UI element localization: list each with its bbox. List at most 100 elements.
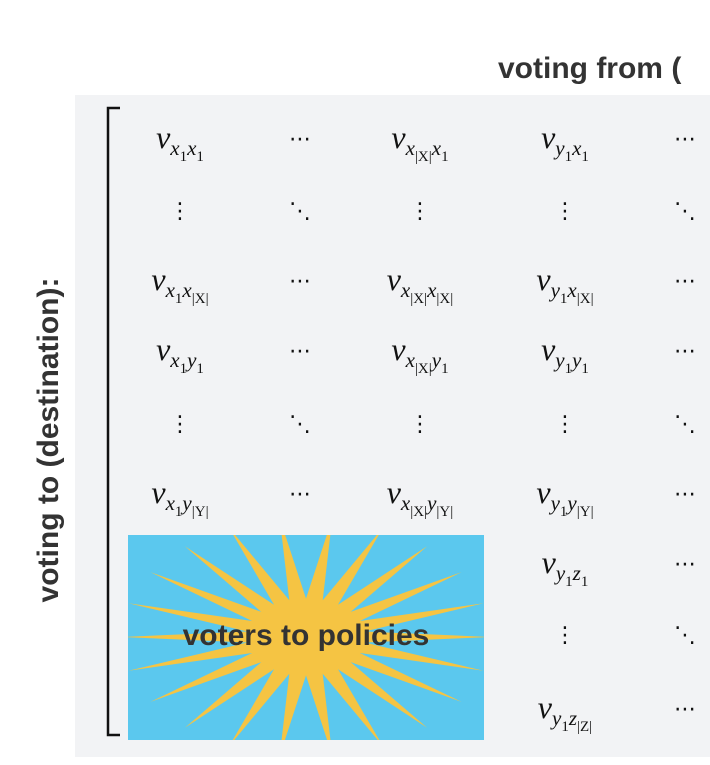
entry-sub-var: x [571, 136, 582, 160]
entry-sub-var: x [400, 278, 411, 302]
entry-sub-index: |X| [410, 504, 427, 520]
entry-sub-var: y [570, 348, 582, 372]
entry-base: v [387, 474, 402, 510]
entry-sub-index: 1 [565, 361, 573, 377]
entry-base: v [536, 261, 551, 297]
matrix-bracket [106, 106, 120, 737]
entry-base: v [542, 544, 557, 580]
entry-sub-index: 1 [180, 149, 188, 165]
entry-base: v [541, 119, 556, 155]
entry-sub-var: y [180, 491, 192, 515]
matrix-entry: vx1y|Y| [151, 474, 208, 520]
entry-sub-var: y [185, 348, 197, 372]
entry-sub-index: 1 [441, 149, 449, 165]
ellipsis: ⋮ [554, 623, 576, 648]
entry-sub-index: 1 [581, 574, 589, 590]
entry-base: v [541, 331, 556, 367]
ellipsis: ⋯ [674, 127, 696, 152]
entry-base: v [156, 331, 171, 367]
entry-sub-index: 1 [560, 291, 568, 307]
entry-sub-index: |Y| [577, 504, 594, 520]
entry-sub-var: x [181, 278, 192, 302]
matrix-entry: vy1z|Z| [538, 689, 592, 735]
entry-sub-index: |Y| [436, 504, 453, 520]
ellipsis: ⋯ [289, 127, 311, 152]
entry-sub-index: |X| [415, 149, 432, 165]
entry-sub-index: 1 [180, 361, 188, 377]
matrix-entry: vx|X|y1 [391, 331, 448, 377]
ellipsis: ⋮ [169, 199, 191, 224]
entry-sub-index: 1 [561, 719, 569, 735]
entry-sub-var: x [165, 278, 176, 302]
entry-sub-index: 1 [581, 361, 589, 377]
matrix-entry: vy1x1 [541, 119, 589, 165]
entry-base: v [536, 474, 551, 510]
entry-sub-index: 1 [565, 149, 573, 165]
entry-sub-var: x [405, 348, 416, 372]
entry-sub-var: y [553, 136, 565, 160]
ellipsis: ⋱ [289, 412, 311, 437]
entry-base: v [151, 474, 166, 510]
entry-sub-index: 1 [441, 361, 449, 377]
ellipsis: ⋱ [674, 412, 696, 437]
entry-sub-index: 1 [196, 149, 204, 165]
entry-base: v [391, 119, 406, 155]
matrix-entry: vx|X|x|X| [387, 261, 454, 307]
matrix-entry: vy1x|X| [536, 261, 593, 307]
ellipsis: ⋯ [289, 269, 311, 294]
entry-sub-var: z [572, 561, 581, 585]
entry-sub-index: 1 [581, 149, 589, 165]
entry-sub-index: |X| [436, 291, 453, 307]
ellipsis: ⋮ [169, 412, 191, 437]
entry-sub-index: 1 [196, 361, 204, 377]
matrix-entry: vx|X|x1 [391, 119, 448, 165]
entry-sub-var: x [186, 136, 197, 160]
side-label: voting to (destination): [32, 278, 65, 603]
entry-sub-index: |X| [410, 291, 427, 307]
ellipsis: ⋯ [674, 697, 696, 722]
entry-sub-var: y [554, 561, 566, 585]
entry-sub-index: 1 [175, 504, 183, 520]
entry-sub-var: x [566, 278, 577, 302]
ellipsis: ⋮ [554, 199, 576, 224]
entry-sub-var: x [400, 491, 411, 515]
entry-sub-var: x [405, 136, 416, 160]
entry-sub-var: x [165, 491, 176, 515]
entry-sub-var: y [565, 491, 577, 515]
entry-base: v [151, 261, 166, 297]
entry-base: v [387, 261, 402, 297]
title: voting from ( [498, 52, 681, 85]
star-burst [128, 535, 484, 740]
ellipsis: ⋮ [409, 199, 431, 224]
matrix-entry: vy1y|Y| [536, 474, 593, 520]
ellipsis: ⋱ [674, 623, 696, 648]
entry-base: v [538, 689, 553, 725]
matrix-entry: vx1x|X| [151, 261, 208, 307]
entry-sub-var: y [550, 706, 562, 730]
entry-sub-var: x [426, 278, 437, 302]
entry-sub-var: y [425, 491, 437, 515]
entry-sub-index: |Y| [192, 504, 209, 520]
ellipsis: ⋯ [674, 339, 696, 364]
ellipsis: ⋯ [289, 339, 311, 364]
matrix-entry: vy1z1 [542, 544, 589, 590]
ellipsis: ⋯ [674, 269, 696, 294]
entry-sub-index: 1 [565, 574, 573, 590]
ellipsis: ⋮ [554, 412, 576, 437]
matrix-entry: vx|X|y|Y| [387, 474, 454, 520]
entry-sub-var: x [169, 136, 180, 160]
entry-sub-var: y [549, 491, 561, 515]
matrix-entry: vy1y1 [541, 331, 589, 377]
entry-sub-var: x [169, 348, 180, 372]
ellipsis: ⋯ [674, 482, 696, 507]
ellipsis: ⋯ [289, 482, 311, 507]
entry-base: v [391, 331, 406, 367]
entry-base: v [156, 119, 171, 155]
ellipsis: ⋱ [289, 199, 311, 224]
entry-sub-var: y [549, 278, 561, 302]
entry-sub-index: 1 [560, 504, 568, 520]
ellipsis: ⋮ [409, 412, 431, 437]
matrix-entry: vx1x1 [156, 119, 204, 165]
entry-sub-var: y [553, 348, 565, 372]
